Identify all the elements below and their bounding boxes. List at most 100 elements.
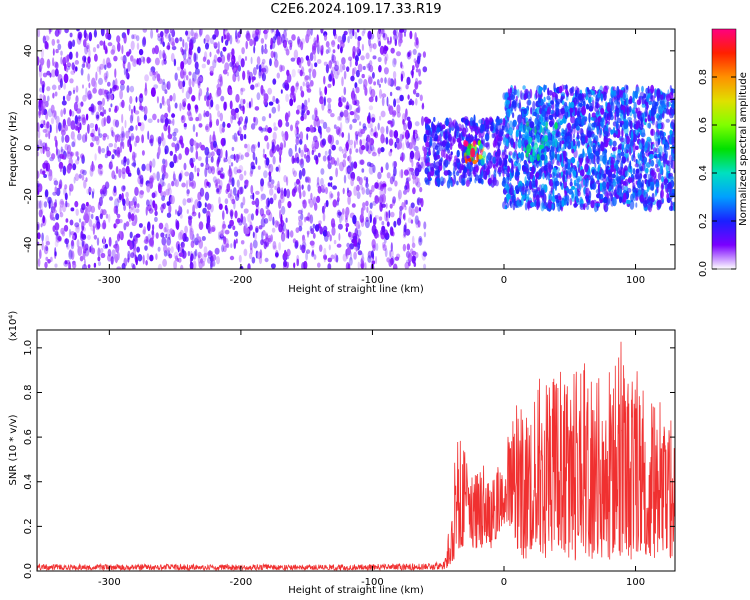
spectrogram-cell bbox=[176, 257, 179, 263]
spectrogram-cell bbox=[443, 148, 446, 159]
spectrogram-cell bbox=[242, 70, 246, 81]
spectrogram-cell bbox=[331, 226, 336, 236]
spectrogram-cell bbox=[328, 191, 333, 200]
spectrogram-cell bbox=[485, 125, 490, 130]
spectrogram-cell bbox=[112, 118, 117, 127]
x-tick-label: -300 bbox=[98, 577, 121, 588]
spectrogram-cell bbox=[236, 154, 241, 160]
spectrogram-cell bbox=[290, 124, 293, 132]
spectrogram-cell bbox=[113, 205, 117, 214]
spectrogram-cell bbox=[365, 182, 369, 189]
spectrogram-cell bbox=[367, 30, 372, 40]
spectrogram-cell bbox=[357, 261, 360, 269]
spectrogram-cell bbox=[323, 255, 326, 263]
spectrogram-cell bbox=[95, 111, 100, 121]
y-tick-label: 0.4 bbox=[23, 474, 34, 490]
spectrogram-cell bbox=[155, 232, 159, 239]
spectrogram-cell bbox=[430, 162, 435, 172]
spectrogram-cell bbox=[339, 63, 344, 73]
spectrogram-cell bbox=[67, 65, 71, 70]
spectrogram-cell bbox=[65, 200, 68, 208]
spectrogram-cell bbox=[89, 167, 94, 177]
spectrogram-cell bbox=[85, 132, 88, 143]
spectrogram-cell bbox=[127, 61, 131, 72]
spectrogram-cell bbox=[115, 166, 119, 174]
spectrogram-cell bbox=[337, 116, 341, 121]
spectrogram-cell bbox=[380, 110, 386, 118]
spectrogram-cell bbox=[314, 224, 320, 232]
spectrogram-cell bbox=[222, 210, 225, 221]
spectrogram-cell bbox=[77, 246, 83, 257]
spectrogram-cell bbox=[160, 114, 165, 124]
spectrogram-cell bbox=[412, 129, 416, 140]
spectrogram-cell bbox=[292, 167, 295, 175]
spectrogram-cell bbox=[243, 170, 247, 176]
spectrogram-cell bbox=[195, 132, 198, 137]
spectrogram-cell bbox=[265, 209, 271, 216]
spectrogram-cell bbox=[542, 121, 546, 127]
spectrogram-cell bbox=[64, 124, 69, 132]
spectrogram-cell bbox=[40, 123, 44, 129]
spectrogram-cell bbox=[611, 173, 616, 179]
spectrogram-cell bbox=[110, 103, 113, 108]
spectrogram-cell bbox=[39, 57, 45, 66]
spectrogram-cell bbox=[130, 40, 135, 51]
spectrogram-cell bbox=[306, 249, 311, 254]
spectrogram-cell bbox=[318, 87, 322, 96]
spectrogram-cell bbox=[211, 166, 216, 175]
spectrogram-cell bbox=[205, 42, 209, 50]
spectrogram-cell bbox=[300, 149, 304, 158]
spectrogram-cell bbox=[175, 155, 179, 163]
spectrogram-cell bbox=[54, 68, 59, 77]
spectrogram-cell bbox=[269, 197, 274, 205]
spectrogram-cell bbox=[434, 170, 439, 176]
spectrogram-cell bbox=[511, 192, 516, 203]
spectrogram-cell bbox=[45, 241, 51, 246]
spectrogram-cell bbox=[353, 67, 357, 74]
spectrogram-cell bbox=[97, 256, 101, 262]
spectrogram-cell bbox=[498, 172, 501, 177]
spectrogram-cell bbox=[293, 186, 298, 194]
spectrogram-cell bbox=[156, 171, 160, 182]
spectrogram-cell bbox=[168, 253, 173, 259]
x-tick-label: 0 bbox=[501, 577, 507, 588]
spectrogram-cell bbox=[255, 83, 258, 88]
spectrogram-cell bbox=[57, 43, 62, 50]
x-tick-label: -200 bbox=[230, 577, 253, 588]
spectrogram-cell bbox=[89, 246, 92, 253]
spectrogram-cell bbox=[382, 241, 386, 249]
spectrogram-cell bbox=[662, 139, 666, 145]
spectrogram-cell bbox=[243, 225, 246, 234]
spectrogram-cell bbox=[348, 154, 352, 164]
spectrogram-cell bbox=[173, 251, 179, 260]
spectrogram-cell bbox=[381, 29, 386, 38]
spectrogram-cell bbox=[619, 196, 623, 204]
spectrogram-cell bbox=[170, 52, 175, 62]
spectrogram-cell bbox=[114, 134, 118, 143]
spectrogram-cell bbox=[231, 134, 235, 140]
spectrogram-cell bbox=[265, 233, 269, 240]
spectrogram-cell bbox=[394, 77, 397, 87]
spectrogram-cell bbox=[670, 103, 675, 109]
spectrogram-cell bbox=[366, 63, 370, 68]
spectrogram-cell bbox=[651, 116, 656, 126]
spectrogram-cell bbox=[98, 133, 103, 139]
spectrogram-cell bbox=[222, 46, 227, 52]
spectrogram-cell bbox=[294, 144, 297, 152]
spectrogram-cell bbox=[217, 41, 220, 51]
spectrogram-cell bbox=[411, 242, 416, 249]
spectrogram-cell bbox=[515, 129, 519, 138]
spectrogram-cell bbox=[86, 42, 91, 53]
spectrogram-cell bbox=[277, 119, 283, 128]
spectrogram-cell bbox=[280, 89, 283, 94]
spectrogram-cell bbox=[352, 51, 356, 59]
spectrogram-cell bbox=[273, 122, 276, 128]
spectrogram-cell bbox=[393, 34, 398, 40]
spectrogram-cell bbox=[42, 215, 45, 224]
spectrogram-cell bbox=[152, 224, 155, 231]
spectrogram-cell bbox=[349, 148, 352, 155]
colorbar-label: Normalized spectral amplitude bbox=[738, 72, 749, 226]
spectrogram-cell bbox=[436, 127, 441, 133]
spectrogram-cell bbox=[294, 122, 298, 130]
spectrogram-cell bbox=[51, 38, 56, 46]
